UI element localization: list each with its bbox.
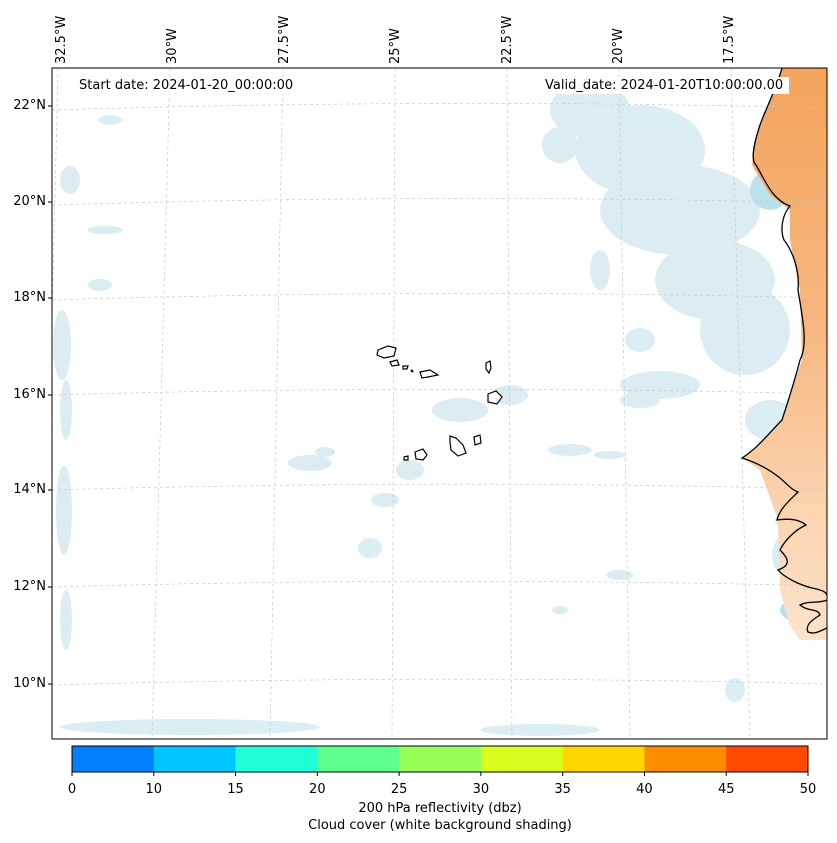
- colorbar-subtitle: Cloud cover (white background shading): [308, 818, 572, 833]
- island-maio: [473, 434, 482, 446]
- colorbar-tick-label: 25: [390, 782, 408, 797]
- colorbar-frame: [71, 745, 809, 773]
- lat-label-10n: 10°N: [13, 676, 46, 691]
- island-santa-luzia: [402, 365, 409, 370]
- island-santiago: [449, 435, 467, 457]
- colorbar-tick-label: 15: [227, 782, 244, 797]
- lat-label-18n: 18°N: [13, 290, 46, 305]
- colorbar-segment: [153, 746, 237, 772]
- lat-label-16n: 16°N: [13, 387, 46, 402]
- start-date-label: Start date: 2024-01-20_00:00:00: [73, 77, 300, 94]
- lon-label-22-5w: 22.5°W: [500, 15, 515, 64]
- lon-label-25w: 25°W: [388, 28, 403, 64]
- lon-label-17-5w: 17.5°W: [722, 15, 737, 64]
- island-sao-nicolau: [419, 369, 440, 379]
- map-frame: [51, 67, 828, 740]
- cape-verde-islands: [376, 345, 503, 461]
- lat-label-12n: 12°N: [13, 579, 46, 594]
- colorbar-segment: [72, 746, 155, 772]
- colorbar-tick-label: 50: [799, 782, 817, 797]
- coastline-south: [798, 599, 827, 634]
- colorbar-tick-label: 45: [717, 782, 735, 797]
- cloud-cover-shading: [53, 82, 820, 736]
- colorbar-segment: [317, 746, 400, 772]
- colorbar: [71, 745, 809, 776]
- island-dot: [410, 369, 414, 373]
- colorbar-tick-label: 30: [472, 782, 490, 797]
- gridlines: [52, 68, 827, 739]
- island-boa-vista: [487, 390, 503, 405]
- colorbar-segment: [480, 746, 564, 772]
- colorbar-tick-label: 10: [145, 782, 163, 797]
- lat-label-14n: 14°N: [13, 482, 46, 497]
- colorbar-segment: [644, 746, 727, 772]
- island-santo-antao: [376, 345, 397, 359]
- colorbar-tick-label: 40: [636, 782, 653, 797]
- colorbar-segment: [726, 746, 809, 772]
- lon-label-20w: 20°W: [611, 28, 626, 64]
- lat-ticks: [48, 105, 52, 685]
- colorbar-tick-label: 20: [309, 782, 326, 797]
- colorbar-tick-label: 0: [67, 782, 77, 797]
- lat-label-20n: 20°N: [13, 194, 46, 209]
- lat-label-22n: 22°N: [13, 98, 46, 113]
- colorbar-tick-label: 35: [554, 782, 571, 797]
- island-fogo: [414, 448, 428, 461]
- island-sao-vicente: [389, 359, 400, 367]
- colorbar-segment: [562, 746, 645, 772]
- colorbar-title: 200 hPa reflectivity (dbz): [358, 801, 522, 816]
- island-brava: [403, 455, 409, 461]
- valid-date-label: Valid_date: 2024-01-20T10:00:00.00: [539, 77, 790, 94]
- land-shading: [742, 68, 827, 640]
- colorbar-segment: [399, 746, 482, 772]
- lon-label-30w: 30°W: [165, 28, 180, 64]
- lon-label-32-5w: 32.5°W: [54, 15, 69, 64]
- coastline: [740, 68, 827, 597]
- lon-label-27-5w: 27.5°W: [277, 15, 292, 64]
- island-sal: [485, 360, 492, 375]
- map-content: [52, 68, 827, 739]
- colorbar-segment: [235, 746, 318, 772]
